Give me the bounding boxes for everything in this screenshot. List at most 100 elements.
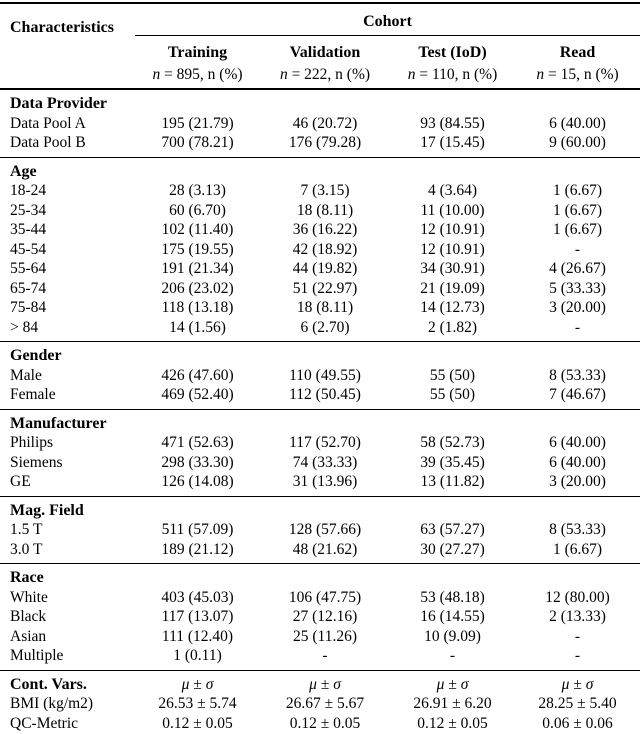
value-cell: 117 (52.70) (289, 434, 361, 451)
value-cell: 12 (10.91) (420, 240, 485, 258)
empty-cell (260, 408, 390, 433)
row-label-3-0-t: 3.0 T (10, 540, 43, 558)
value-cell: 63 (57.27) (420, 521, 485, 538)
table-row-65-74: 65-74 206 (23.02) 51 (22.97) 21 (19.09) 5 (3… (0, 279, 640, 299)
row-label-ge: GE (10, 473, 31, 490)
section-title-row: Data Provider (0, 88, 640, 114)
section-title-gender: Gender (0, 341, 135, 366)
table-row-35-44: 35-44 102 (11.40) 36 (16.22) 12 (10.91) 1 (6… (0, 220, 640, 240)
row-label-35-44: 35-44 (10, 221, 47, 238)
value-cell: 2 (1.82) (427, 318, 478, 336)
row-label-55-64: 55-64 (10, 260, 47, 277)
empty-cell (260, 341, 390, 366)
value-cell: 3 (20.00) (549, 473, 606, 490)
empty-cell (135, 341, 260, 366)
row-label-bmi-kg-m2: BMI (kg/m2) (10, 695, 94, 712)
value-cell: 175 (19.55) (161, 240, 234, 258)
table-row-white: White 403 (45.03) 106 (47.75) 53 (48.18) 12 … (0, 588, 640, 608)
row-label-65-74: 65-74 (10, 279, 47, 297)
value-cell: 28.25 ± 5.40 (538, 695, 617, 712)
empty-cell (515, 495, 640, 520)
table-row-18-24: 18-24 28 (3.13) 7 (3.15) 4 (3.64) 1 (6.67) (0, 181, 640, 201)
value-cell: 17 (15.45) (420, 134, 485, 151)
value-cell: 298 (33.30) (161, 453, 234, 471)
sample-size-test-iod: n = 110, n (%) (390, 62, 515, 90)
value-cell: 51 (22.97) (292, 279, 358, 297)
row-label-18-24: 18-24 (10, 182, 47, 199)
table-row-male: Male 426 (47.60) 110 (49.55) 55 (50) 8 (53.3… (0, 366, 640, 386)
value-cell: 1 (6.67) (552, 540, 603, 558)
value-cell: 18 (8.11) (296, 201, 354, 219)
value-cell: 176 (79.28) (288, 134, 362, 151)
stat-symbol-cell: μ ± σ (390, 669, 515, 694)
empty-cell (260, 563, 390, 588)
characteristics-header: Characteristics (0, 3, 135, 90)
row-label-data-pool-a: Data Pool A (10, 114, 86, 132)
value-cell: 8 (53.33) (549, 366, 606, 384)
value-cell: - (449, 647, 456, 664)
value-cell: 58 (52.73) (420, 434, 485, 451)
value-cell: 93 (84.55) (420, 114, 485, 132)
value-cell: - (574, 318, 581, 336)
column-header-validation: Validation (289, 43, 361, 61)
header-row-sample-sizes: n = 895, n (%) n = 222, n (%) n = 110, n (… (0, 62, 640, 90)
row-label-data-pool-b: Data Pool B (10, 134, 86, 151)
value-cell: 60 (6.70) (169, 201, 226, 219)
table-header: Characteristics Cohort Training Validatio… (0, 3, 640, 90)
value-cell: 6 (2.70) (300, 318, 350, 336)
table-row-1-5-t: 1.5 T 511 (57.09) 128 (57.66) 63 (57.27) 8 (… (0, 520, 640, 540)
empty-cell (260, 88, 390, 114)
section-data-provider: Data Provider Data Pool A 195 (21.79) 46 (2… (0, 88, 640, 157)
value-cell: 27 (12.16) (292, 608, 358, 625)
value-cell: 426 (47.60) (161, 366, 234, 384)
n-symbol: n (407, 65, 416, 83)
value-cell: 700 (78.21) (161, 134, 234, 151)
empty-cell (390, 88, 515, 114)
empty-cell (135, 88, 260, 114)
section-title-age: Age (0, 156, 135, 181)
sample-size-training: n = 895, n (%) (135, 62, 260, 90)
stat-symbol-cell: μ ± σ (260, 669, 390, 694)
empty-cell (515, 408, 640, 433)
value-cell: - (574, 240, 581, 258)
value-cell: 106 (47.75) (288, 588, 362, 606)
empty-cell (515, 563, 640, 588)
value-cell: 102 (11.40) (161, 221, 234, 238)
value-cell: 25 (11.26) (293, 627, 357, 645)
column-header-read: Read (559, 43, 596, 61)
stat-symbol-cell: μ ± σ (135, 669, 260, 694)
empty-cell (515, 156, 640, 181)
value-cell: 8 (53.33) (549, 521, 606, 538)
value-cell: 110 (49.55) (289, 366, 361, 384)
empty-cell (515, 88, 640, 114)
value-cell: 14 (1.56) (169, 318, 226, 336)
cohort-header: Cohort (135, 3, 640, 36)
value-cell: 31 (13.96) (292, 473, 358, 490)
table-row-siemens: Siemens 298 (33.30) 74 (33.33) 39 (35.45) 6 … (0, 453, 640, 473)
value-cell: 126 (14.08) (161, 473, 234, 490)
value-cell: 39 (35.45) (420, 453, 485, 471)
value-cell: 34 (30.91) (420, 260, 485, 277)
row-label-25-34: 25-34 (10, 201, 47, 219)
value-cell: 4 (26.67) (549, 260, 606, 277)
table-row-black: Black 117 (13.07) 27 (12.16) 16 (14.55) 2 (1… (0, 607, 640, 627)
section-title-mag-field: Mag. Field (0, 495, 135, 520)
value-cell: 403 (45.03) (161, 588, 234, 606)
table-row-philips: Philips 471 (52.63) 117 (52.70) 58 (52.73) 6… (0, 433, 640, 453)
value-cell: - (574, 647, 581, 664)
section-title-row: Gender (0, 341, 640, 366)
value-cell: 44 (19.82) (292, 260, 358, 277)
value-cell: 1 (6.67) (552, 201, 603, 219)
table-row-asian: Asian 111 (12.40) 25 (11.26) 10 (9.09) - (0, 627, 640, 647)
empty-cell (390, 156, 515, 181)
value-cell: 6 (40.00) (549, 453, 606, 471)
section-title-data-provider: Data Provider (0, 88, 135, 114)
section-title-row: Age (0, 156, 640, 181)
table-row-3-0-t: 3.0 T 189 (21.12) 48 (21.62) 30 (27.27) 1 (6… (0, 540, 640, 564)
value-cell: - (574, 627, 581, 645)
section-gender: Gender Male 426 (47.60) 110 (49.55) 55 (50) 8… (0, 341, 640, 410)
value-cell: 117 (13.07) (161, 608, 234, 625)
